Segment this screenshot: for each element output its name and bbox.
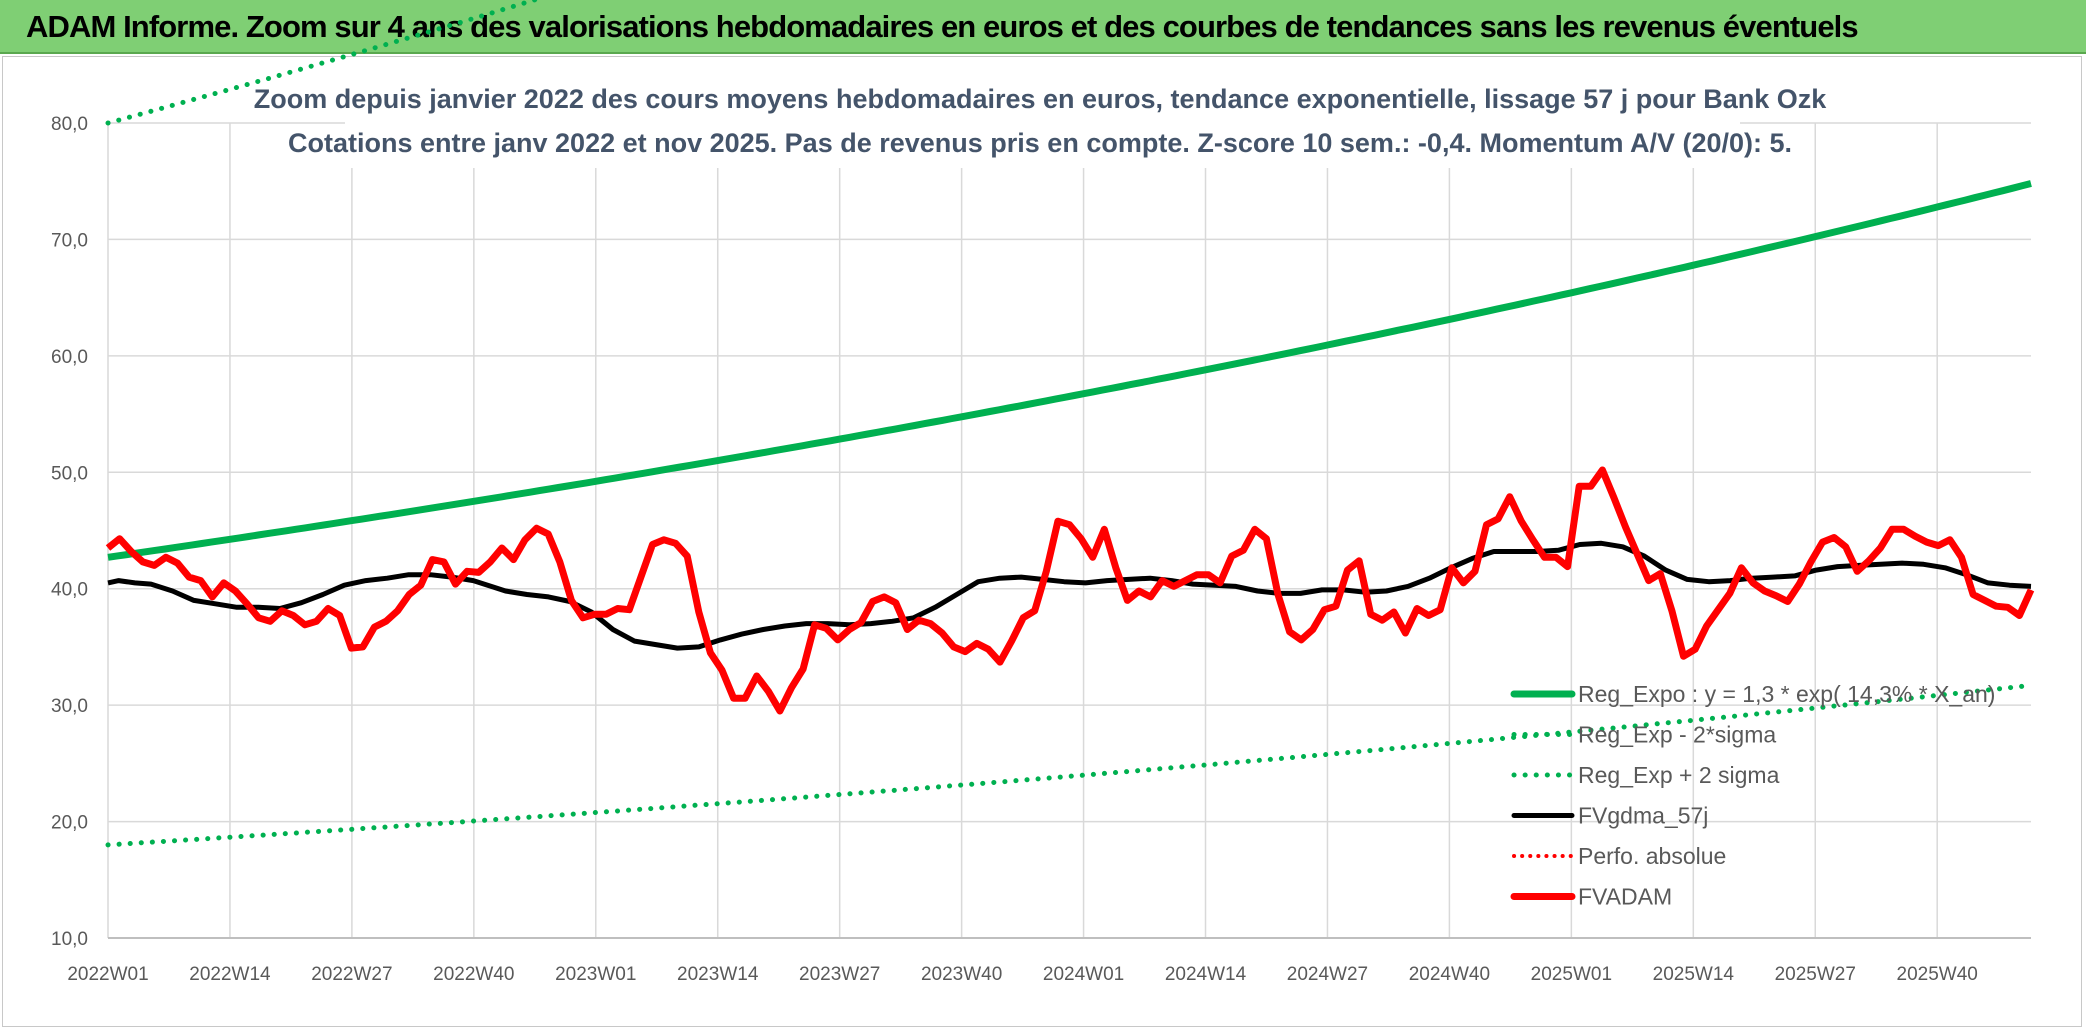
- x-tick-label: 2025W14: [1653, 964, 1735, 985]
- y-tick-label: 10,0: [51, 929, 88, 950]
- page-title: ADAM Informe. Zoom sur 4 ans des valoris…: [26, 9, 1859, 44]
- y-tick-label: 50,0: [51, 463, 88, 484]
- legend-label: FVADAM: [1578, 884, 1672, 910]
- x-tick-label: 2024W01: [1043, 964, 1124, 985]
- chart-subtitle: Cotations entre janv 2022 et nov 2025. P…: [288, 128, 1792, 158]
- x-tick-label: 2023W14: [677, 964, 759, 985]
- title-background: [345, 82, 1740, 168]
- x-tick-label: 2023W40: [921, 964, 1002, 985]
- x-tick-label: 2023W27: [799, 964, 880, 985]
- y-tick-label: 70,0: [51, 230, 88, 251]
- y-tick-label: 40,0: [51, 580, 88, 601]
- x-axis: 2022W01 2022W14 2022W27 2022W40 2023W01 2023W…: [67, 964, 1978, 985]
- x-tick-label: 2022W27: [311, 964, 392, 985]
- legend-label: Perfo. absolue: [1578, 843, 1726, 869]
- series-reg-exp-plus-2-sigma: [105, 0, 543, 126]
- y-tick-label: 30,0: [51, 696, 88, 717]
- series-fvadam: [105, 466, 2035, 715]
- legend-label: FVgdma_57j: [1578, 803, 1708, 829]
- x-tick-label: 2025W01: [1531, 964, 1612, 985]
- x-tick-label: 2022W40: [433, 964, 514, 985]
- series-fvgdma-57j: [107, 540, 2032, 651]
- chart-frame: [2, 56, 2082, 1027]
- x-tick-label: 2023W01: [555, 964, 636, 985]
- x-tick-label: 2024W14: [1165, 964, 1247, 985]
- title-banner: ADAM Informe. Zoom sur 4 ans des valoris…: [0, 0, 2086, 54]
- series-reg-expo: [107, 180, 2032, 561]
- y-tick-label: 80,0: [51, 114, 88, 135]
- chart-title: Zoom depuis janvier 2022 des cours moyen…: [254, 84, 1828, 114]
- x-tick-label: 2025W40: [1897, 964, 1978, 985]
- series-reg-exp-minus-2-sigma: [105, 682, 2034, 848]
- grid: [107, 122, 2031, 939]
- legend: Reg_Expo : y = 1,3 * exp( 14,3% * X_an) R…: [1510, 681, 1995, 910]
- legend-label: Reg_Exp + 2 sigma: [1578, 762, 1780, 788]
- x-tick-label: 2022W14: [189, 964, 271, 985]
- x-tick-label: 2022W01: [67, 964, 148, 985]
- y-axis: 10,0 20,0 30,0 40,0 50,0 60,0 70,0 80,0: [51, 114, 88, 950]
- y-tick-label: 20,0: [51, 813, 88, 834]
- x-tick-label: 2024W40: [1409, 964, 1490, 985]
- series-lines: [105, 0, 2035, 848]
- y-tick-label: 60,0: [51, 347, 88, 368]
- legend-label: Reg_Exp - 2*sigma: [1578, 722, 1776, 748]
- legend-label: Reg_Expo : y = 1,3 * exp( 14,3% * X_an): [1578, 681, 1995, 707]
- x-tick-label: 2025W27: [1775, 964, 1856, 985]
- x-tick-label: 2024W27: [1287, 964, 1368, 985]
